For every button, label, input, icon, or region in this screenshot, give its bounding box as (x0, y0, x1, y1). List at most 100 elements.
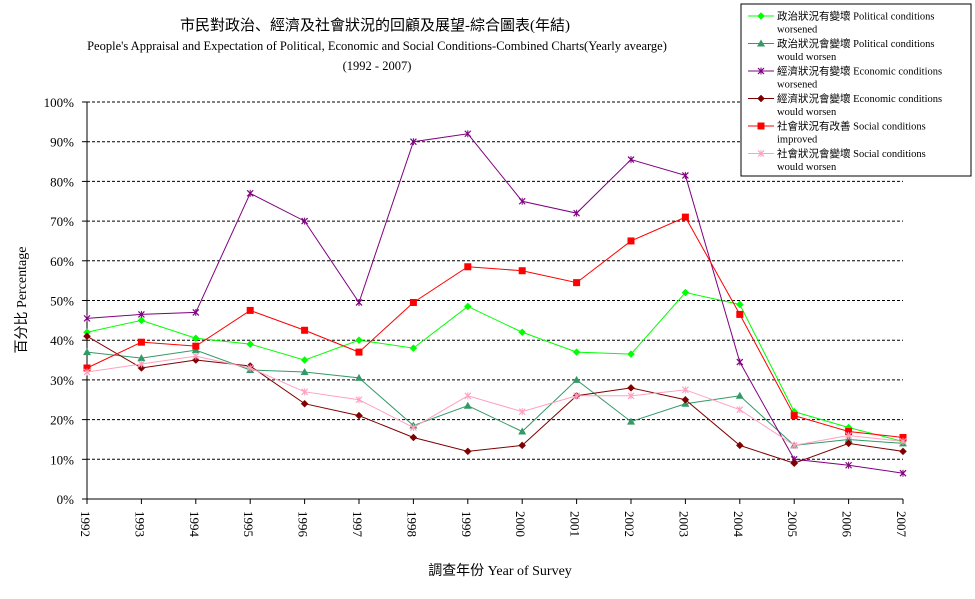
data-point-s3-10 (627, 383, 635, 392)
data-point-s5-11 (681, 386, 689, 394)
data-point-s0-3 (246, 340, 255, 349)
y-tick-label-8: 80% (50, 174, 74, 189)
y-ticks: 0% 10% 20% 30% 40% 50% 60% 70% 80% 90% 100% (44, 95, 75, 507)
data-point-s4-5 (355, 348, 363, 356)
legend-label-cont-1: would worsen (777, 52, 837, 63)
data-point-s5-14 (845, 431, 853, 439)
data-point-s1-10 (627, 417, 635, 425)
data-point-s3-12 (735, 441, 744, 450)
legend-label-cont-0: worsened (777, 25, 818, 36)
series-line-2 (86, 133, 904, 474)
data-point-s0-4 (300, 356, 309, 364)
data-point-s4-9 (573, 279, 581, 287)
x-tick-label-3: 1995 (241, 511, 256, 537)
data-point-s4-1 (137, 338, 145, 346)
data-point-s0-1 (137, 316, 146, 325)
x-tick-label-13: 2005 (785, 511, 800, 537)
data-point-s3-4 (300, 399, 309, 408)
y-tick-label-3: 30% (50, 373, 74, 388)
data-point-s5-12 (736, 406, 744, 414)
series-line-4 (86, 216, 904, 438)
legend-label-cont-3: would worsen (777, 107, 837, 118)
data-point-s5-8 (518, 408, 526, 416)
data-point-s2-0 (83, 314, 91, 322)
data-point-s0-12 (735, 300, 744, 309)
legend-label-cont-5: would worsen (777, 162, 837, 173)
data-point-s4-15 (899, 433, 907, 441)
axes (82, 101, 904, 504)
data-point-s4-12 (736, 310, 744, 318)
x-tick-label-0: 1992 (78, 511, 93, 537)
x-axis-label: 調查年份 Year of Survey (428, 563, 572, 579)
x-ticks: 1992 1993 1994 1995 1996 1997 1998 1999 2000 2001… (78, 511, 909, 538)
data-point-s4-10 (627, 237, 635, 245)
data-point-s2-3 (246, 189, 254, 197)
data-point-s1-4 (300, 367, 309, 375)
data-point-s5-15 (899, 437, 907, 445)
y-tick-label-9: 90% (50, 135, 74, 150)
data-point-s4-0 (83, 364, 91, 372)
data-point-s0-5 (355, 336, 363, 345)
x-tick-label-5: 1997 (350, 511, 365, 538)
y-tick-label-10: 100% (44, 95, 75, 110)
legend-label-cont-4: improved (777, 135, 818, 146)
legend-label-4: 社會狀況有改善 Social conditions (777, 120, 926, 133)
data-point-s2-14 (845, 461, 853, 469)
data-point-s0-8 (518, 328, 527, 337)
x-tick-label-15: 2007 (894, 511, 909, 538)
data-point-s2-10 (627, 156, 635, 164)
data-point-s5-6 (409, 424, 417, 432)
x-tick-label-4: 1996 (296, 511, 311, 538)
data-point-s4-2 (192, 342, 200, 350)
x-tick-label-6: 1998 (404, 511, 419, 537)
data-point-s0-7 (463, 302, 472, 311)
x-tick-label-8: 2000 (513, 511, 528, 537)
chart-subtitle-years: (1992 - 2007) (343, 59, 412, 73)
y-tick-label-2: 20% (50, 413, 74, 428)
y-tick-label-1: 10% (50, 452, 74, 467)
chart-title: 市民對政治、經濟及社會狀況的回顧及展望-綜合圖表(年結) (180, 17, 570, 34)
data-point-s1-1 (137, 354, 146, 362)
data-point-s4-6 (409, 298, 417, 306)
data-point-s2-6 (409, 138, 417, 146)
data-point-s3-7 (463, 447, 472, 456)
data-point-s2-11 (681, 171, 689, 179)
data-point-s4-8 (518, 267, 526, 275)
x-tick-label-2: 1994 (187, 511, 202, 538)
legend-marker-1 (757, 39, 765, 47)
series-line-3 (86, 335, 904, 464)
legend-marker-5 (757, 150, 765, 157)
legend-marker-0 (757, 12, 765, 20)
y-tick-label-5: 50% (50, 294, 74, 309)
data-point-s1-9 (572, 375, 581, 383)
data-point-s2-4 (301, 217, 309, 225)
legend-marker-2 (757, 67, 765, 75)
data-point-s4-7 (464, 263, 472, 271)
data-point-s1-5 (355, 373, 363, 381)
data-point-s2-12 (736, 358, 744, 366)
legend-marker-3 (757, 94, 765, 103)
data-point-s3-0 (83, 332, 91, 341)
data-point-s5-10 (627, 392, 635, 400)
data-point-s5-5 (355, 396, 363, 404)
legend-label-2: 經濟狀況有變壞 Economic conditions (777, 65, 942, 78)
data-point-s2-15 (899, 469, 907, 477)
data-point-s5-3 (246, 364, 254, 372)
data-point-s1-12 (735, 391, 744, 399)
data-point-s3-14 (844, 439, 853, 448)
data-point-s5-7 (464, 392, 472, 400)
data-point-s0-6 (409, 344, 418, 352)
legend-box (740, 3, 972, 177)
data-point-s4-4 (301, 326, 309, 334)
data-point-s0-2 (191, 334, 200, 343)
data-point-s0-10 (627, 350, 635, 358)
data-point-s3-6 (409, 433, 418, 442)
x-tick-label-12: 2004 (731, 511, 746, 538)
data-point-s0-9 (572, 348, 581, 356)
series-line-5 (86, 355, 904, 446)
y-tick-label-0: 0% (57, 492, 75, 507)
y-axis-label: 百分比 Percentage (14, 247, 30, 354)
legend-label-5: 社會狀況會變壞 Social conditions (777, 147, 926, 160)
data-point-s3-13 (790, 459, 799, 468)
